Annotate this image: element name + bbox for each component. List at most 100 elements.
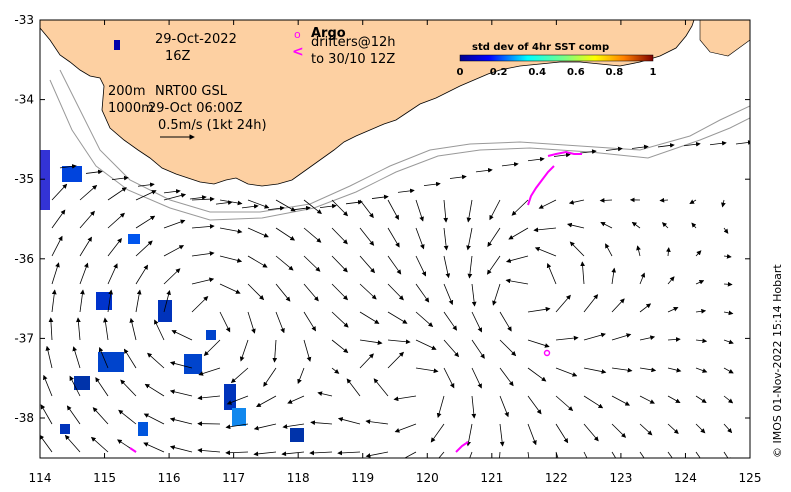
current-vector [191,277,215,285]
current-vector [303,255,321,272]
current-vector [639,272,646,285]
current-vector [511,199,529,216]
x-tick-label: 123 [609,471,632,485]
current-vector [415,339,437,350]
scale-label: 0.5m/s (1kt 24h) [158,118,267,133]
current-vector [163,289,171,313]
current-vector [90,436,109,453]
current-vector [203,339,221,357]
product-label: NRT00 GSL [155,84,228,99]
current-vector [527,306,551,313]
current-vector [723,281,733,287]
current-vector [239,339,249,362]
current-vector [66,405,81,425]
y-tick-label: -34 [14,93,34,107]
drifter-tracks [129,150,582,453]
current-vector [263,367,277,387]
current-vector [92,407,109,425]
current-vector [475,167,493,173]
drifter-legend-label: drifters@12h [311,35,396,50]
land-mass [40,20,695,187]
current-vector [267,205,285,211]
current-vector [469,451,473,458]
current-vector [387,351,404,369]
current-vector [365,419,389,425]
plot-frame [39,19,751,459]
current-vector [631,144,649,150]
colorbar-ticks: 0 0.2 0.4 0.6 0.8 1 [457,67,657,78]
current-vector [499,339,517,357]
current-vector [666,247,671,257]
current-vector [215,200,233,206]
y-tick-label: -38 [14,411,34,425]
colorbar-tick-label: 0.4 [528,67,546,78]
current-vector [275,283,291,302]
colorbar-tick-label: 0.6 [567,67,585,78]
current-vector [415,227,425,250]
current-vector [123,348,137,369]
current-vector [695,308,707,314]
current-vector [373,378,389,397]
current-vector [721,199,726,208]
current-vector [247,227,269,238]
current-vector [135,215,156,229]
current-vector [59,164,77,169]
current-vector [489,199,501,221]
current-vector [639,451,645,458]
current-vector [169,445,193,453]
current-vector [527,451,530,458]
current-vector [197,448,221,453]
current-vector [310,420,333,426]
current-vector [79,210,95,229]
current-vector [583,367,607,374]
current-vector [568,199,585,205]
current-vector [371,194,389,200]
current-vector [331,367,340,374]
current-vector [689,199,697,204]
colorbar-tick-label: 0.8 [606,67,624,78]
x-tick-label: 114 [29,471,52,485]
current-vector [667,395,681,404]
current-vector [553,152,571,158]
land-island [699,20,750,57]
current-vector [40,404,53,425]
current-vector [611,367,633,373]
x-tick-label: 118 [287,471,310,485]
current-vector [611,451,617,458]
current-vector [636,245,641,257]
current-vector [107,187,127,201]
current-vector [129,317,137,341]
date-label: 29-Oct-2022 [155,32,237,47]
current-vector [345,199,363,205]
current-vector [397,188,415,194]
current-vector [103,317,109,341]
current-vector [393,395,417,402]
current-vector [51,183,68,201]
current-vector [247,255,268,268]
current-vector [275,227,296,241]
current-vector [415,255,427,277]
current-vector [499,311,512,332]
current-vector [443,339,460,358]
current-vector [359,339,383,345]
current-vector [319,203,337,209]
current-vector [303,199,322,215]
current-vector [611,395,631,406]
current-vector [230,367,249,384]
current-vector [527,395,542,415]
current-vector [639,367,657,373]
current-vector [275,199,296,212]
current-vector [79,289,85,313]
current-vector [657,143,675,148]
colorbar-tick-label: 0.2 [490,67,508,78]
current-vector [95,377,109,397]
current-vector [471,395,477,419]
current-vector [135,240,153,257]
y-tick-label: -36 [14,252,34,266]
current-vector [118,409,137,425]
current-vector [147,352,165,369]
current-vector [107,263,118,285]
current-vector [163,268,181,285]
current-vector [555,451,559,458]
current-vector [723,423,733,434]
